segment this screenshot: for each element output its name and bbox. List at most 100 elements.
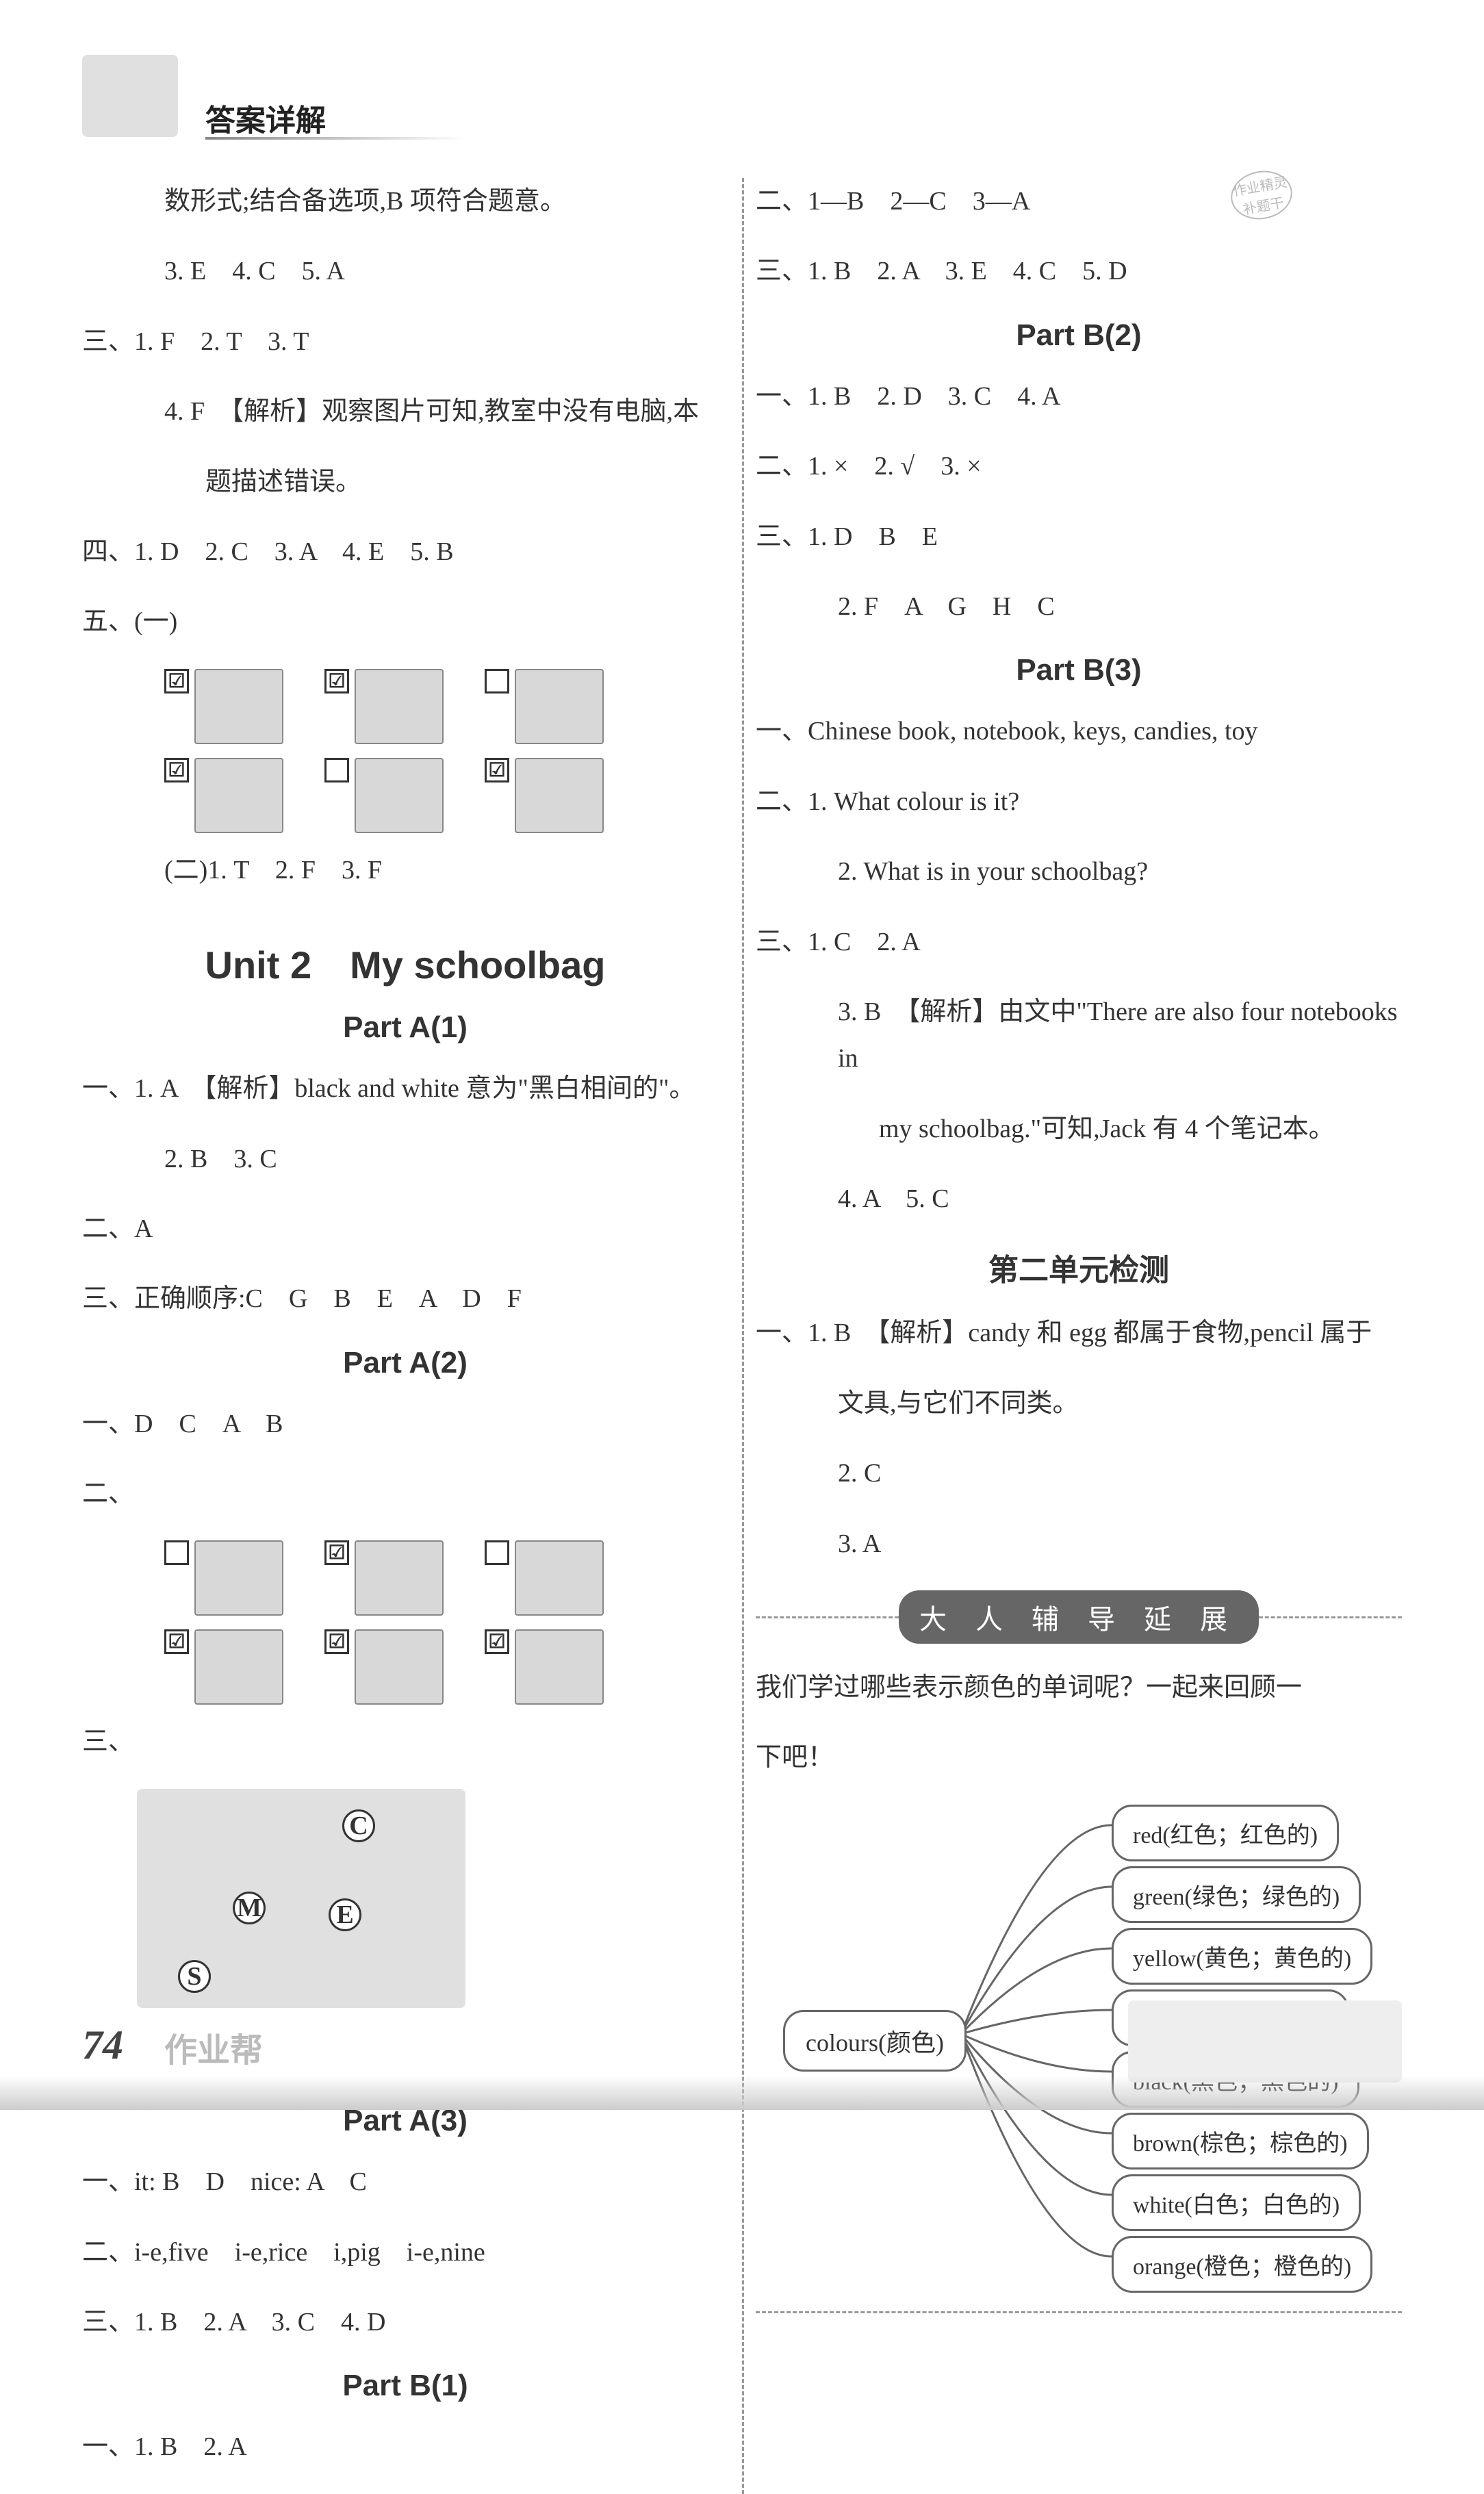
answer-line: 二、1. × 2. √ 3. ×	[756, 443, 1402, 489]
checkbox-icon	[485, 669, 509, 694]
footer-wave	[0, 2076, 1484, 2110]
picture-row: ☑	[164, 1540, 728, 1616]
answer-line: 五、(一)	[82, 598, 728, 645]
answer-line: 一、1. B 2. D 3. C 4. A	[756, 373, 1402, 420]
checkbox-icon: ☑	[164, 669, 189, 694]
book-image	[515, 1629, 604, 1705]
tutor-label: 大 人 辅 导 延 展	[899, 1590, 1259, 1644]
picture-item: ☑	[164, 669, 283, 744]
checkbox-icon	[164, 1540, 189, 1565]
right-column: 作业精灵补题干 二、1—B 2—C 3—A 三、1. B 2. A 3. E 4…	[756, 178, 1402, 2494]
book-image	[355, 1629, 444, 1705]
section-title: 第二单元检测	[756, 1245, 1402, 1289]
picture-row: ☑ ☑	[164, 669, 728, 744]
picture-item	[164, 1540, 283, 1616]
picture-item	[485, 1540, 604, 1616]
picture-item: ☑	[485, 1629, 604, 1705]
watermark-text: 作业帮	[82, 2022, 728, 2081]
answer-line: 三、1. C 2. A	[756, 919, 1402, 965]
unit-title: Unit 2 My schoolbag	[82, 934, 728, 990]
desk-label-c: C	[342, 1809, 375, 1842]
answer-line: (二)1. T 2. F 3. F	[82, 847, 728, 893]
bear-tv-image	[515, 669, 604, 744]
answer-line: 2. C	[756, 1450, 1402, 1497]
bottom-dash	[756, 2311, 1402, 2313]
footer-decoration-image	[1128, 2000, 1402, 2083]
left-column: 数形式;结合备选项,B 项符合题意。 3. E 4. C 5. A 三、1. F…	[82, 178, 728, 2494]
tutor-band: 大 人 辅 导 延 展	[756, 1590, 1402, 1644]
picture-item: ☑	[164, 1629, 283, 1705]
answer-line: 一、1. B 2. A	[82, 2423, 728, 2470]
page-header: 答案详解	[82, 55, 1402, 151]
part-title: Part A(1)	[82, 1010, 728, 1045]
explain-line: 3. B 【解析】由文中"There are also four noteboo…	[756, 989, 1402, 1082]
book-image	[194, 1540, 283, 1616]
part-title: Part B(2)	[756, 318, 1402, 353]
explain-line: my schoolbag."可知,Jack 有 4 个笔记本。	[756, 1106, 1402, 1152]
answer-line: 3. E 4. C 5. A	[82, 248, 728, 294]
mindmap-center: colours(颜色)	[783, 2010, 967, 2072]
mindmap-leaf: white(白色；白色的)	[1112, 2174, 1361, 2231]
answer-line: 二、1—B 2—C 3—A	[756, 178, 1402, 225]
answer-line: 一、D C A B	[82, 1401, 728, 1447]
page-number: 74	[82, 2022, 123, 2069]
dash-line	[1259, 1616, 1402, 1618]
answer-line: 三、1. F 2. T 3. T	[82, 318, 728, 365]
picture-item: ☑	[324, 1629, 444, 1705]
mindmap-leaf: brown(棕色；棕色的)	[1112, 2113, 1369, 2169]
fan-image	[194, 758, 283, 833]
answer-line: 2. F A G H C	[756, 583, 1402, 630]
answer-line: 2. B 3. C	[82, 1136, 728, 1182]
answer-line: 一、it: B D nice: A C	[82, 2159, 728, 2205]
answer-line: 一、1. A 【解析】black and white 意为"黑白相间的"。	[82, 1065, 728, 1112]
answer-line: 2. What is in your schoolbag?	[756, 848, 1402, 895]
part-title: Part A(2)	[82, 1346, 728, 1380]
mindmap-leaf: green(绿色；绿色的)	[1112, 1866, 1361, 1923]
desk-label-e: E	[329, 1898, 361, 1931]
picture-item	[324, 758, 444, 833]
explain-line: 一、1. B 【解析】candy 和 egg 都属于食物,pencil 属于	[756, 1310, 1402, 1356]
checkbox-icon: ☑	[485, 1629, 509, 1654]
answer-line: 三、1. B 2. A 3. C 4. D	[82, 2299, 728, 2345]
picture-item: ☑	[485, 758, 604, 833]
answer-line: 三、1. B 2. A 3. E 4. C 5. D	[756, 248, 1402, 294]
picture-row: ☑ ☑ ☑	[164, 1629, 728, 1705]
computer-image	[355, 758, 444, 833]
picture-row: ☑ ☑	[164, 758, 728, 833]
blackboard-image	[355, 669, 444, 744]
answer-line: 二、A	[82, 1206, 728, 1252]
content-columns: 数形式;结合备选项,B 项符合题意。 3. E 4. C 5. A 三、1. F…	[82, 178, 1402, 2494]
dash-line	[756, 1616, 899, 1618]
part-title: Part B(1)	[82, 2369, 728, 2403]
tutor-text: 我们学过哪些表示颜色的单词呢？一起来回顾一	[756, 1664, 1402, 1711]
checkbox-icon	[324, 758, 349, 782]
explain-line: 4. F 【解析】观察图片可知,教室中没有电脑,本	[82, 388, 728, 435]
picture-item	[485, 669, 604, 744]
checkbox-icon: ☑	[324, 1629, 349, 1654]
answer-line: 3. A	[756, 1520, 1402, 1567]
drum-image	[194, 669, 283, 744]
header-cartoon-image	[82, 55, 178, 137]
desk-label-m: M	[233, 1892, 266, 1924]
tutor-text: 下吧！	[756, 1734, 1402, 1781]
header-title: 答案详解	[205, 96, 326, 140]
picture-item: ☑	[164, 758, 283, 833]
checkbox-icon: ☑	[324, 669, 349, 694]
book-image	[194, 1629, 283, 1705]
desk-label-s: S	[178, 1960, 211, 1993]
book-image	[355, 1540, 444, 1616]
checkbox-icon: ☑	[485, 758, 509, 782]
explain-line: 文具,与它们不同类。	[756, 1380, 1402, 1427]
header-underline	[205, 137, 465, 140]
answer-line: 二、	[82, 1471, 728, 1517]
mindmap-leaf: yellow(黄色；黄色的)	[1112, 1928, 1372, 1985]
mindmap-leaf: orange(橙色；橙色的)	[1112, 2236, 1372, 2293]
book-image	[515, 1540, 604, 1616]
text-line: 数形式;结合备选项,B 项符合题意。	[82, 178, 728, 225]
answer-line: 三、	[82, 1718, 728, 1765]
checkbox-icon	[485, 1540, 509, 1565]
answer-line: 三、正确顺序:C G B E A D F	[82, 1275, 728, 1322]
answer-line: 二、i-e,five i-e,rice i,pig i-e,nine	[82, 2229, 728, 2276]
mindmap-leaf: red(红色；红色的)	[1112, 1805, 1339, 1861]
checkbox-icon: ☑	[164, 758, 189, 782]
